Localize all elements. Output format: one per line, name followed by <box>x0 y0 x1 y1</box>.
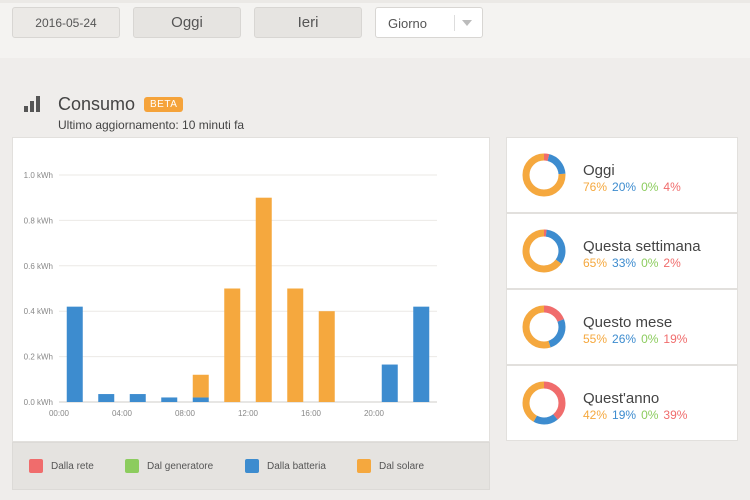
bar <box>129 394 146 402</box>
x-tick-label: 12:00 <box>238 409 259 418</box>
y-tick-label: 0.6 kWh <box>24 262 53 271</box>
legend-label: Dalla batteria <box>267 460 326 472</box>
pct-solar: 42% <box>583 408 608 422</box>
y-tick-label: 1.0 kWh <box>24 171 53 180</box>
bar-chart-icon <box>24 96 44 112</box>
bar <box>287 288 304 402</box>
bar <box>224 288 241 402</box>
y-tick-label: 0.4 kWh <box>24 307 53 316</box>
bar <box>318 311 335 402</box>
pct-generator: 0% <box>641 180 659 194</box>
select-separator <box>454 15 455 31</box>
legend-label: Dalla rete <box>51 460 94 472</box>
bar <box>413 306 430 402</box>
donut-segment-battery <box>522 305 566 349</box>
pct-battery: 33% <box>612 256 637 270</box>
y-tick-label: 0.8 kWh <box>24 216 53 225</box>
donut-segment-solar <box>522 153 566 197</box>
pct-grid: 4% <box>663 180 681 194</box>
bar <box>192 397 209 402</box>
summary-percentages: 55% 26% 0% 19% <box>583 332 692 346</box>
bar <box>98 394 115 402</box>
summary-label: Questo mese <box>583 314 673 331</box>
chart-legend: Dalla rete Dal generatore Dalla batteria… <box>12 442 490 490</box>
summary-percentages: 65% 33% 0% 2% <box>583 256 686 270</box>
pct-grid: 2% <box>663 256 681 270</box>
summary-month[interactable]: Questo mese 55% 26% 0% 19% <box>506 289 738 365</box>
summary-today[interactable]: Oggi 76% 20% 0% 4% <box>506 137 738 213</box>
summary-label: Quest'anno <box>583 390 660 407</box>
donut-chart <box>522 305 566 349</box>
bar <box>192 374 209 398</box>
donut-segment-battery <box>522 229 566 273</box>
today-button[interactable]: Oggi <box>133 7 241 38</box>
pct-solar: 65% <box>583 256 608 270</box>
pct-battery: 20% <box>612 180 637 194</box>
beta-badge: BETA <box>144 97 184 112</box>
pct-generator: 0% <box>641 332 659 346</box>
x-tick-label: 04:00 <box>112 409 133 418</box>
y-tick-label: 0.0 kWh <box>24 398 53 407</box>
consumption-chart: 0.0 kWh 0.2 kWh 0.4 kWh 0.6 kWh 0.8 kWh 1.0 k… <box>24 171 437 418</box>
y-tick-label: 0.2 kWh <box>24 353 53 362</box>
legend-label: Dal solare <box>379 460 425 472</box>
donut-chart <box>522 229 566 273</box>
summary-label: Oggi <box>583 162 615 179</box>
summary-percentages: 76% 20% 0% 4% <box>583 180 686 194</box>
summary-label: Questa settimana <box>583 238 701 255</box>
chevron-down-icon <box>462 20 472 26</box>
bar <box>381 364 398 402</box>
consumption-chart-card: 0.0 kWh 0.2 kWh 0.4 kWh 0.6 kWh 0.8 kWh 1.0 k… <box>12 137 490 442</box>
pct-solar: 55% <box>583 332 608 346</box>
donut-segment-solar <box>522 229 566 273</box>
toolbar: 2016-05-24 Oggi Ieri Giorno <box>0 0 750 58</box>
legend-swatch <box>357 459 371 473</box>
pct-battery: 19% <box>612 408 637 422</box>
pct-solar: 76% <box>583 180 608 194</box>
donut-chart <box>522 153 566 197</box>
x-tick-label: 20:00 <box>364 409 385 418</box>
legend-label: Dal generatore <box>147 460 214 472</box>
summary-year[interactable]: Quest'anno 42% 19% 0% 39% <box>506 365 738 441</box>
donut-segment-solar <box>522 381 566 425</box>
legend-swatch <box>29 459 43 473</box>
x-tick-label: 00:00 <box>49 409 70 418</box>
legend-item-grid[interactable]: Dalla rete <box>29 459 94 473</box>
bar <box>66 306 83 402</box>
x-tick-label: 16:00 <box>301 409 322 418</box>
period-select-value: Giorno <box>388 16 428 31</box>
date-picker-button[interactable]: 2016-05-24 <box>12 7 120 38</box>
legend-swatch <box>125 459 139 473</box>
yesterday-button[interactable]: Ieri <box>254 7 362 38</box>
section-title: Consumo <box>58 94 136 114</box>
pct-generator: 0% <box>641 256 659 270</box>
legend-item-battery[interactable]: Dalla batteria <box>245 459 326 473</box>
pct-grid: 39% <box>663 408 688 422</box>
last-update-text: Ultimo aggiornamento: 10 minuti fa <box>58 118 245 132</box>
summary-percentages: 42% 19% 0% 39% <box>583 408 692 422</box>
summary-week[interactable]: Questa settimana 65% 33% 0% 2% <box>506 213 738 289</box>
period-select[interactable]: Giorno <box>375 7 483 38</box>
legend-item-generator[interactable]: Dal generatore <box>125 459 213 473</box>
x-tick-label: 08:00 <box>175 409 196 418</box>
bar <box>255 197 272 402</box>
legend-swatch <box>245 459 259 473</box>
donut-segment-solar <box>522 305 566 349</box>
pct-generator: 0% <box>641 408 659 422</box>
donut-segment-battery <box>522 381 566 425</box>
pct-grid: 19% <box>663 332 688 346</box>
donut-chart <box>522 381 566 425</box>
pct-battery: 26% <box>612 332 637 346</box>
legend-item-solar[interactable]: Dal solare <box>357 459 424 473</box>
bar <box>161 397 178 402</box>
